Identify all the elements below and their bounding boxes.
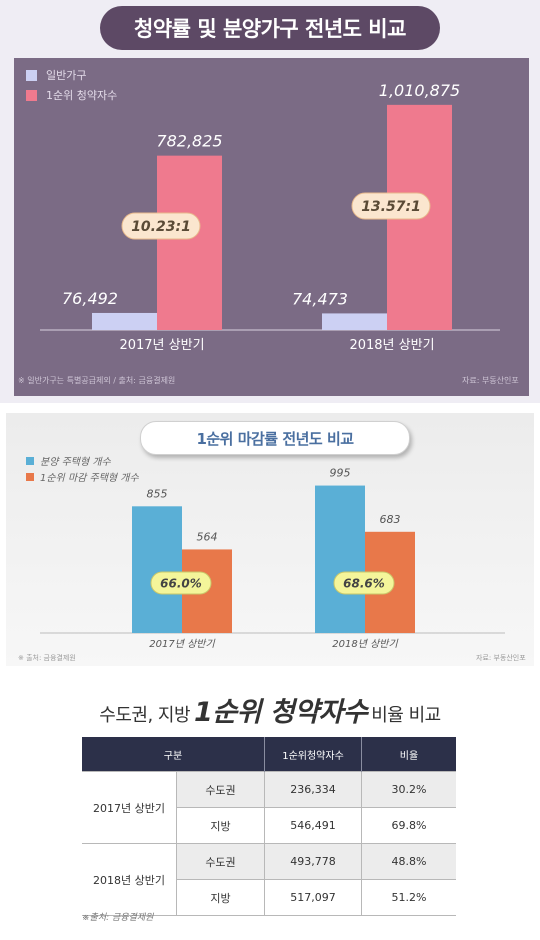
table-cell-ratio: 48.8% xyxy=(361,843,456,880)
table-source: ※출처: 금융결제원 xyxy=(82,913,154,923)
bar-first xyxy=(157,155,222,330)
bar-supply xyxy=(132,506,182,633)
bar-general xyxy=(92,312,157,330)
bar-value-label: 1,010,875 xyxy=(379,81,460,100)
category-label: 2018년 상반기 xyxy=(332,638,398,650)
table-heading-prefix: 수도권, 지방 xyxy=(99,705,191,726)
table-cell-region: 수도권 xyxy=(176,843,265,880)
legend-item-general: 일반가구 xyxy=(26,67,86,83)
category-label: 2017년 상반기 xyxy=(149,638,215,650)
bar-value-label: 855 xyxy=(147,487,168,500)
chart-2-title: 1순위 마감률 전년도 비교 xyxy=(140,421,410,455)
ratio-badge-label: 10.23:1 xyxy=(131,219,191,235)
bar-supply xyxy=(315,485,365,633)
legend-label-first: 1순위 청약자수 xyxy=(46,89,118,102)
table-header-ratio: 비율 xyxy=(361,737,456,772)
legend-item-supply: 분양 주택형 개수 xyxy=(26,453,111,468)
table-cell-count: 546,491 xyxy=(264,807,362,844)
bar-value-label: 76,492 xyxy=(62,289,118,308)
chart-2-svg: 855 564 2017년 상반기 66.0% 995 683 2018년 상반기 68.6% xyxy=(40,467,505,650)
legend-swatch-general xyxy=(26,69,37,81)
legend-swatch-first xyxy=(26,89,37,101)
table-cell-ratio: 30.2% xyxy=(361,771,456,808)
legend-item-closed: 1순위 마감 주택형 개수 xyxy=(26,469,139,484)
table-row: 2017년 상반기 수도권 236,334 30.2% xyxy=(82,771,456,844)
chart-1-svg: 76,492 782,825 2017년 상반기 10.23:1 74,473 1,010… xyxy=(40,81,500,353)
legend-label-general: 일반가구 xyxy=(46,69,87,82)
category-label: 2018년 상반기 xyxy=(349,338,434,353)
bar-value-label: 782,825 xyxy=(156,132,222,151)
bar-general xyxy=(322,313,387,330)
chart-1-title: 청약률 및 분양가구 전년도 비교 xyxy=(100,6,440,50)
table-cell-region: 지방 xyxy=(176,807,265,844)
closing-rate-label: 66.0% xyxy=(160,577,202,591)
chart-2-footnote-left: ※ 출처: 금융결제원 xyxy=(18,654,76,662)
table-cell-ratio: 51.2% xyxy=(361,879,456,916)
chart-panel-2 xyxy=(6,413,534,666)
chart-1-footnote-left: ※ 일반가구는 특별공급제외 / 출처: 금융결제원 xyxy=(18,376,176,385)
chart-1-footnote-right: 자료: 부동산인포 xyxy=(462,376,519,385)
table-cell-region: 지방 xyxy=(176,879,265,916)
legend-swatch-supply xyxy=(26,456,34,465)
legend-label-closed: 1순위 마감 주택형 개수 xyxy=(40,473,139,484)
table-cell-count: 236,334 xyxy=(264,771,362,808)
ratio-badge xyxy=(121,212,201,240)
table-group-label: 2017년 상반기 xyxy=(82,771,177,844)
table-cell-ratio: 69.8% xyxy=(361,807,456,844)
table-heading-emphasis: 1순위 청약자수 xyxy=(194,697,368,728)
table-cell-region: 수도권 xyxy=(176,771,265,808)
table-cell-count: 517,097 xyxy=(264,879,362,916)
closing-rate-label: 68.6% xyxy=(343,577,385,591)
chart-2-footnote-right: 자료: 부동산인포 xyxy=(476,654,526,662)
table-row: 지방 546,491 69.8% xyxy=(82,807,456,844)
bar-value-label: 995 xyxy=(330,467,351,480)
bar-value-label: 564 xyxy=(197,530,218,543)
table-group-label: 2018년 상반기 xyxy=(82,843,177,916)
ratio-badge xyxy=(351,192,431,220)
table-heading-suffix: 비율 비교 xyxy=(371,705,441,726)
table-header-category: 구분 xyxy=(82,737,265,772)
bar-value-label: 74,473 xyxy=(292,289,348,308)
legend-label-supply: 분양 주택형 개수 xyxy=(40,457,111,468)
table-header-count: 1순위청약자수 xyxy=(264,737,362,772)
legend-item-first: 1순위 청약자수 xyxy=(26,87,117,103)
table-row: 2018년 상반기 수도권 493,778 48.8% xyxy=(82,843,456,916)
closing-rate-badge xyxy=(150,571,212,595)
legend-swatch-closed xyxy=(26,472,34,481)
closing-rate-badge xyxy=(333,571,395,595)
table-heading: 수도권, 지방 1순위 청약자수 비율 비교 xyxy=(0,690,540,729)
ratio-badge-label: 13.57:1 xyxy=(361,199,421,215)
category-label: 2017년 상반기 xyxy=(119,338,204,353)
table-row: 지방 517,097 51.2% xyxy=(82,879,456,916)
table-header-row: 구분 1순위청약자수 비율 xyxy=(82,737,456,772)
table-cell-count: 493,778 xyxy=(264,843,362,880)
ratio-table: 구분 1순위청약자수 비율 2017년 상반기 수도권 236,334 30.2… xyxy=(82,737,456,916)
bar-value-label: 683 xyxy=(380,513,401,526)
